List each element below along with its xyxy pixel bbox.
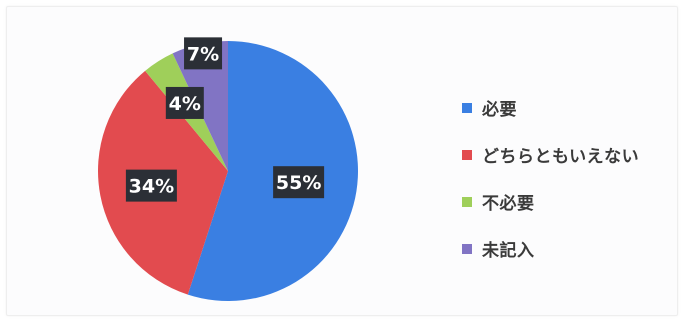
data-label-box-dochira xyxy=(125,169,177,202)
data-label-text-dochira: 34% xyxy=(129,176,174,198)
data-label-text-fuhitsuyou: 4% xyxy=(169,93,201,115)
legend-item-mikinyuu: 未記入 xyxy=(462,225,639,272)
legend-label-dochira: どちらともいえない xyxy=(482,147,640,167)
data-label-mikinyuu: 7% xyxy=(184,37,223,70)
data-label-hitsuyou: 55% xyxy=(273,166,325,199)
legend-label-fuhitsuyou: 不必要 xyxy=(482,194,535,214)
legend-item-hitsuyou: 必要 xyxy=(462,84,639,131)
pie-slice-hitsuyou xyxy=(187,41,358,301)
data-label-dochira: 34% xyxy=(125,169,177,202)
legend: 必要 どちらともいえない 不必要 未記入 xyxy=(462,84,639,272)
legend-swatch-hitsuyou xyxy=(462,102,472,113)
pie-data-labels: 55% 34% 4% 7% xyxy=(125,37,325,202)
legend-swatch-fuhitsuyou xyxy=(462,196,472,207)
data-label-box-mikinyuu xyxy=(184,37,223,70)
data-label-text-hitsuyou: 55% xyxy=(276,172,321,194)
data-label-box-hitsuyou xyxy=(273,166,325,199)
legend-item-dochira: どちらともいえない xyxy=(462,131,639,178)
legend-label-hitsuyou: 必要 xyxy=(482,100,517,120)
legend-swatch-mikinyuu xyxy=(462,243,472,254)
data-label-text-mikinyuu: 7% xyxy=(187,43,219,65)
data-label-fuhitsuyou: 4% xyxy=(165,86,204,119)
legend-swatch-dochira xyxy=(462,149,472,160)
legend-item-fuhitsuyou: 不必要 xyxy=(462,178,639,225)
legend-label-mikinyuu: 未記入 xyxy=(482,241,535,261)
data-label-box-fuhitsuyou xyxy=(165,86,204,119)
